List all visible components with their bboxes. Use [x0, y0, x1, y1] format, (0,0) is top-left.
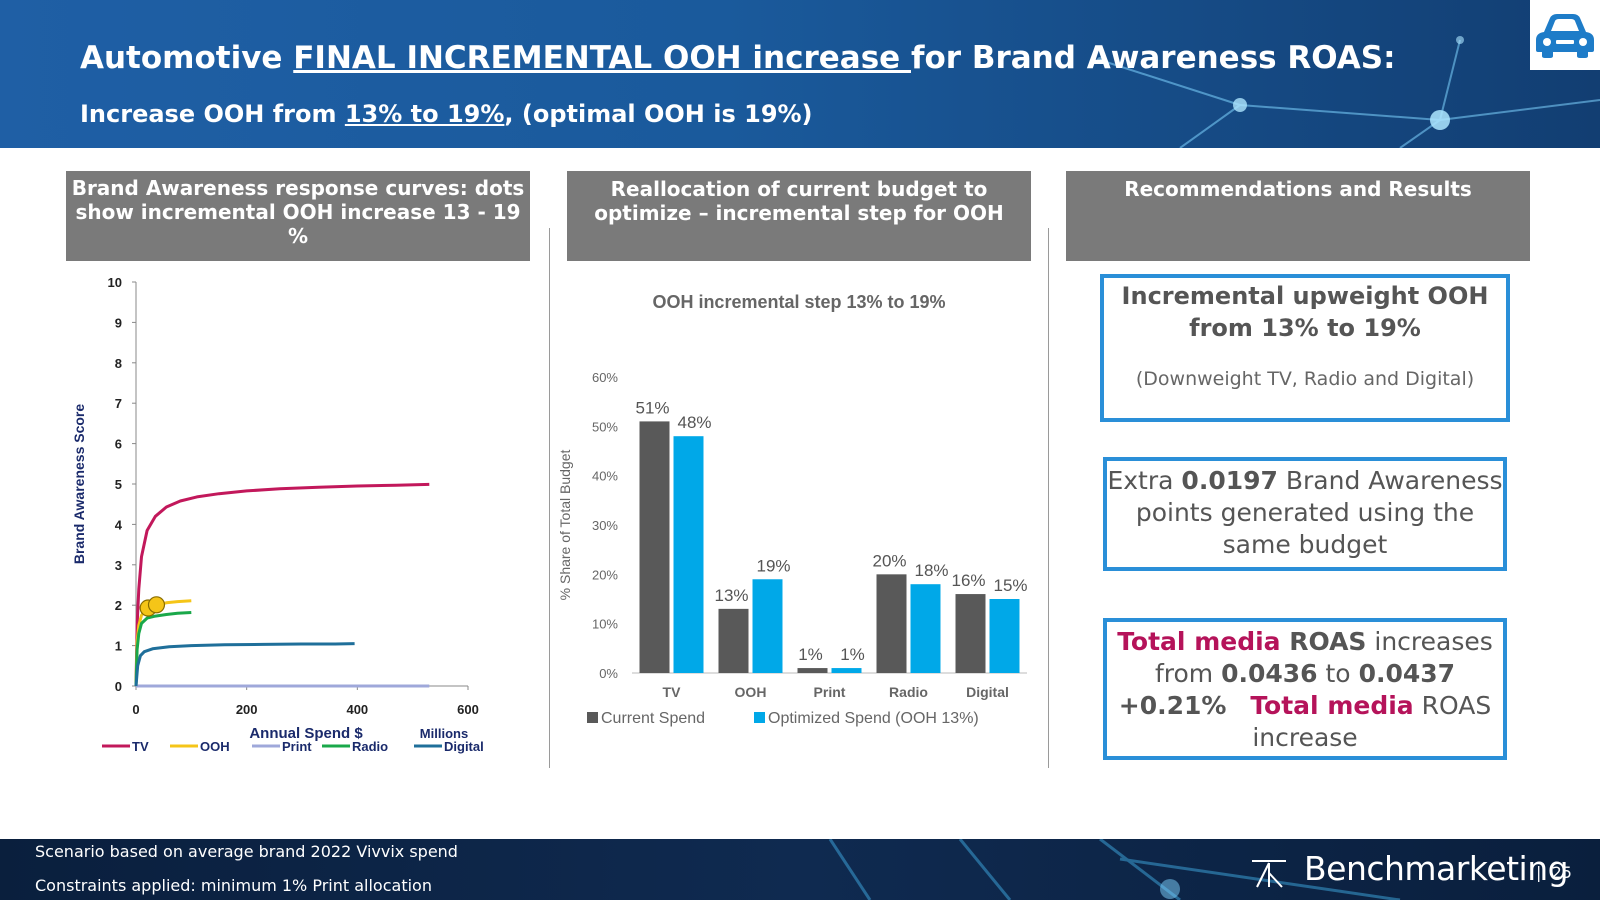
y-tick-label: 5: [115, 477, 122, 492]
legend-swatch-current: [587, 712, 598, 723]
data-label-ooh-optimized: 19%: [756, 556, 790, 575]
category-label-tv: TV: [663, 684, 682, 700]
roas-increase-text: Total media ROAS increases from 0.0436 t…: [1117, 627, 1493, 752]
response-curves-chart: 0 1 2 3 4 5 6 7 8 9 10 0 200 400 600 Brand Awareness Sc…: [66, 268, 536, 782]
recommendation-upweight-box: Incremental upweight OOH from 13% to 19%…: [1100, 274, 1510, 422]
data-label-tv-current: 51%: [635, 398, 669, 417]
bar-print-current: [797, 668, 828, 673]
data-label-print-current: 1%: [798, 645, 823, 664]
legend-label-current: Current Spend: [601, 710, 705, 727]
y-tick-label: 10%: [592, 617, 618, 632]
y-tick-label: 7: [115, 396, 122, 411]
x-tick-label: 0: [132, 702, 139, 717]
extra-points-box: Extra 0.0197 Brand Awareness points gene…: [1103, 457, 1507, 571]
data-label-ooh-current: 13%: [714, 586, 748, 605]
bar-chart-title: OOH incremental step 13% to 19%: [652, 292, 945, 312]
data-label-radio-optimized: 18%: [914, 561, 948, 580]
bar-ooh-optimized: [752, 579, 783, 673]
category-label-digital: Digital: [966, 684, 1009, 700]
budget-reallocation-chart: OOH incremental step 13% to 19% 0% 10% 20% 3…: [557, 292, 1028, 727]
x-tick-label: 600: [457, 702, 479, 717]
x-axis-units: Millions: [420, 726, 468, 741]
legend-label-digital: Digital: [444, 739, 484, 754]
curve-radio: [134, 611, 192, 687]
y-tick-label: 1: [115, 639, 122, 654]
car-icon-box: [1530, 0, 1600, 70]
brand-name: Benchmarketing: [1304, 849, 1569, 888]
bar-ooh-current: [718, 608, 749, 673]
y-tick-label: 50%: [592, 419, 618, 434]
data-label-tv-optimized: 48%: [677, 413, 711, 432]
y-tick-label: 3: [115, 558, 122, 573]
plot-background: [66, 268, 536, 782]
curve-digital: [134, 642, 355, 687]
y-tick-label: 2: [115, 598, 122, 613]
x-axis-title: Annual Spend $: [249, 725, 363, 742]
footer-constraints-note: Constraints applied: minimum 1% Print al…: [35, 876, 432, 895]
page-title: Automotive FINAL INCREMENTAL OOH increas…: [80, 40, 1396, 76]
data-label-radio-current: 20%: [872, 551, 906, 570]
y-tick-label: 30%: [592, 518, 618, 533]
x-tick-label: 200: [236, 702, 258, 717]
bar-print-optimized: [831, 668, 862, 673]
recommendations-header: Recommendations and Results: [1066, 171, 1530, 261]
y-tick-label: 4: [115, 517, 123, 532]
bar-digital-optimized: [989, 599, 1020, 673]
legend-label-tv: TV: [132, 739, 149, 754]
divider-left: [549, 228, 550, 768]
bar-tv-current: [639, 421, 670, 673]
y-tick-label: 0%: [599, 666, 618, 681]
downweight-note: (Downweight TV, Radio and Digital): [1135, 368, 1475, 390]
legend-swatch-optimized: [754, 712, 765, 723]
y-tick-label: 60%: [592, 370, 618, 385]
legend-label-print: Print: [282, 739, 312, 754]
network-background-graphic: [1097, 36, 1600, 148]
bar-tv-optimized: [673, 436, 704, 673]
y-tick-label: 0: [115, 679, 122, 694]
page-number: | 25: [1536, 863, 1572, 882]
y-tick-label: 8: [115, 356, 122, 371]
data-label-print-optimized: 1%: [840, 645, 865, 664]
y-axis-title: % Share of Total Budget: [557, 450, 573, 601]
benchmarketing-logo-icon: [1252, 860, 1286, 888]
data-label-digital-optimized: 15%: [993, 576, 1027, 595]
y-tick-label: 40%: [592, 469, 618, 484]
category-label-print: Print: [814, 684, 846, 700]
footer-scenario-note: Scenario based on average brand 2022 Viv…: [35, 842, 458, 861]
reallocation-header: Reallocation of current budget to optimi…: [567, 171, 1031, 261]
legend-label-optimized: Optimized Spend (OOH 13%): [768, 710, 979, 727]
data-label-digital-current: 16%: [951, 571, 985, 590]
y-tick-label: 9: [115, 315, 122, 330]
x-tick-label: 400: [346, 702, 368, 717]
bar-digital-current: [955, 594, 986, 673]
ooh-dot-2: [147, 596, 166, 614]
y-tick-label: 20%: [592, 567, 618, 582]
divider-right: [1048, 228, 1049, 768]
y-axis-title: Brand Awareness Score: [71, 404, 87, 565]
header-banner: Automotive FINAL INCREMENTAL OOH increas…: [0, 0, 1600, 148]
roas-increase-box: Total media ROAS increases from 0.0436 t…: [1103, 618, 1507, 760]
page-subtitle: Increase OOH from 13% to 19%, (optimal O…: [80, 100, 813, 128]
legend-label-ooh: OOH: [200, 739, 230, 754]
y-tick-label: 10: [108, 275, 122, 290]
y-tick-label: 6: [115, 437, 122, 452]
car-icon: [1536, 14, 1594, 58]
bar-radio-current: [876, 574, 907, 673]
upweight-title: Incremental upweight OOH from 13% to 19%: [1121, 282, 1489, 342]
category-label-ooh: OOH: [735, 684, 767, 700]
curve-tv: [134, 482, 430, 687]
category-label-radio: Radio: [889, 684, 928, 700]
response-curves-header: Brand Awareness response curves: dots sh…: [66, 171, 530, 261]
legend-label-radio: Radio: [352, 739, 388, 754]
extra-points-text: Extra 0.0197 Brand Awareness points gene…: [1107, 466, 1503, 559]
bar-radio-optimized: [910, 584, 941, 673]
footer: Scenario based on average brand 2022 Viv…: [0, 839, 1600, 900]
